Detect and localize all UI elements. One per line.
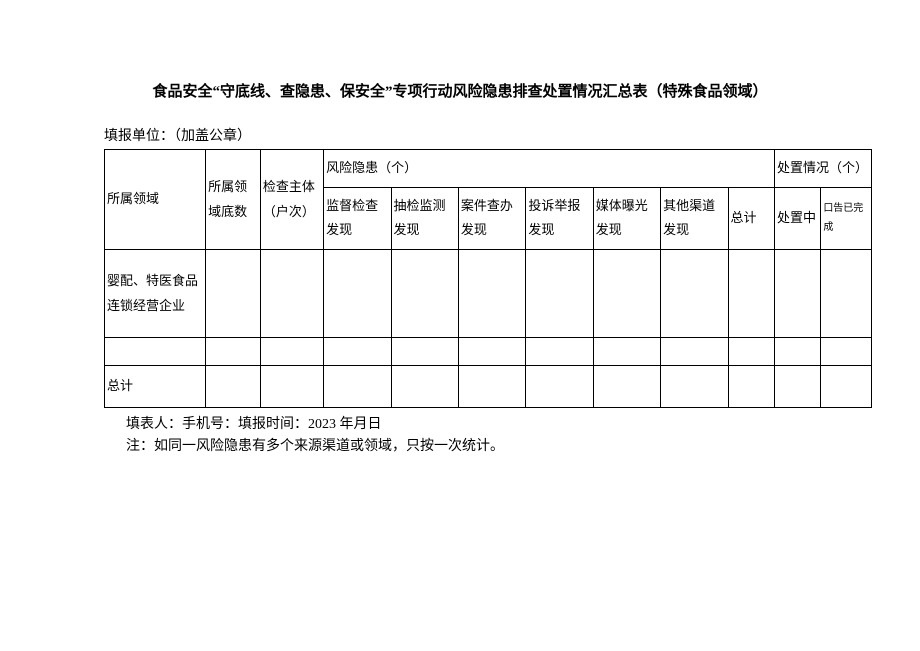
table-row: 婴配、特医食品连锁经营企业 xyxy=(105,250,872,338)
cell xyxy=(728,250,774,338)
cell xyxy=(526,250,593,338)
cell xyxy=(526,338,593,366)
th-risk-group: 风险隐患（个） xyxy=(324,150,775,188)
th-risk-supervise: 监督检查发现 xyxy=(324,187,391,249)
summary-table: 所属领域 所属领域底数 检查主体（户次） 风险隐患（个） 处置情况（个） 监督检… xyxy=(104,149,872,408)
footer-block: 填表人：手机号：填报时间：2023 年月日 注：如同一风险隐患有多个来源渠道或领… xyxy=(126,414,860,459)
cell xyxy=(324,250,391,338)
cell xyxy=(324,338,391,366)
th-dispose-done: 口告已完成 xyxy=(821,187,872,249)
cell xyxy=(206,250,261,338)
document-title: 食品安全“守底线、查隐患、保安全”专项行动风险隐患排查处置情况汇总表（特殊食品领… xyxy=(60,80,860,101)
th-domain: 所属领域 xyxy=(105,150,206,250)
cell-total-label: 总计 xyxy=(105,366,206,408)
cell xyxy=(593,250,660,338)
cell xyxy=(661,250,728,338)
cell xyxy=(260,250,323,338)
cell xyxy=(391,250,458,338)
th-check-body: 检查主体（户次） xyxy=(260,150,323,250)
cell xyxy=(391,338,458,366)
cell xyxy=(728,366,774,408)
cell xyxy=(324,366,391,408)
cell xyxy=(593,338,660,366)
cell xyxy=(458,366,525,408)
cell xyxy=(458,250,525,338)
header-row-1: 所属领域 所属领域底数 检查主体（户次） 风险隐患（个） 处置情况（个） xyxy=(105,150,872,188)
summary-table-wrap: 所属领域 所属领域底数 检查主体（户次） 风险隐患（个） 处置情况（个） 监督检… xyxy=(104,149,860,408)
reporting-unit-label: 填报单位：（加盖公章） xyxy=(104,125,860,145)
cell xyxy=(526,366,593,408)
cell-domain-1: 婴配、特医食品连锁经营企业 xyxy=(105,250,206,338)
th-risk-other: 其他渠道发现 xyxy=(661,187,728,249)
cell xyxy=(821,250,872,338)
footer-line-1: 填表人：手机号：填报时间：2023 年月日 xyxy=(126,414,860,436)
cell xyxy=(260,366,323,408)
cell xyxy=(821,366,872,408)
th-risk-case: 案件查办发现 xyxy=(458,187,525,249)
footer-line-2: 注：如同一风险隐患有多个来源渠道或领域，只按一次统计。 xyxy=(126,436,860,458)
cell xyxy=(206,338,261,366)
th-risk-total: 总计 xyxy=(728,187,774,249)
cell xyxy=(661,338,728,366)
cell xyxy=(458,338,525,366)
cell xyxy=(391,366,458,408)
cell xyxy=(206,366,261,408)
th-dispose-group: 处置情况（个） xyxy=(774,150,871,188)
th-base-count: 所属领域底数 xyxy=(206,150,261,250)
th-dispose-inprogress: 处置中 xyxy=(774,187,820,249)
cell xyxy=(774,338,820,366)
cell xyxy=(774,250,820,338)
cell xyxy=(728,338,774,366)
cell xyxy=(774,366,820,408)
cell xyxy=(661,366,728,408)
th-risk-media: 媒体曝光发现 xyxy=(593,187,660,249)
table-row xyxy=(105,338,872,366)
th-risk-complaint: 投诉举报发现 xyxy=(526,187,593,249)
cell xyxy=(821,338,872,366)
cell xyxy=(105,338,206,366)
cell xyxy=(260,338,323,366)
th-risk-sampling: 抽检监测发现 xyxy=(391,187,458,249)
cell xyxy=(593,366,660,408)
table-row-total: 总计 xyxy=(105,366,872,408)
